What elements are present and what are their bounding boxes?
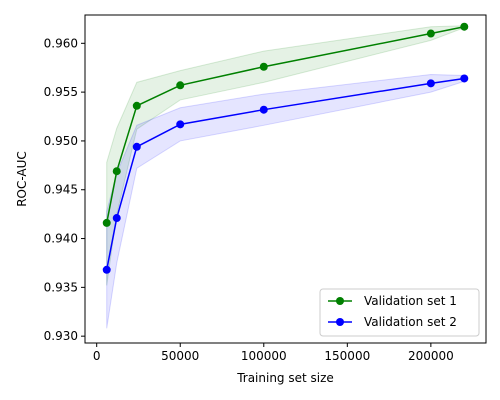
point-series-2-3 — [132, 142, 141, 151]
y-tick-label-5: 0.955 — [44, 85, 78, 99]
x-tick-label-3: 150000 — [324, 349, 370, 363]
point-series-2-4 — [176, 120, 185, 129]
y-tick-label-4: 0.950 — [44, 134, 78, 148]
point-series-1-7 — [460, 22, 469, 31]
point-series-2-2 — [112, 214, 121, 223]
y-tick-label-0: 0.930 — [44, 329, 78, 343]
point-series-1-4 — [176, 81, 185, 90]
x-axis-label: Training set size — [236, 371, 334, 385]
legend: Validation set 1 Validation set 2 — [319, 288, 480, 337]
y-tick-label-2: 0.940 — [44, 232, 78, 246]
y-axis-label: ROC-AUC — [15, 151, 29, 207]
x-tick-label-4: 200000 — [408, 349, 454, 363]
y-tick-label-6: 0.960 — [44, 36, 78, 50]
legend-box — [319, 288, 480, 337]
confidence-bands — [106, 25, 465, 329]
point-series-1-5 — [259, 62, 268, 71]
y-tick-label-1: 0.935 — [44, 280, 78, 294]
point-series-1-3 — [132, 101, 141, 110]
x-tick-label-1: 50000 — [161, 349, 199, 363]
point-series-2-7 — [460, 74, 469, 83]
point-series-2-1 — [102, 265, 111, 274]
legend-label-2: Validation set 2 — [364, 315, 457, 329]
band-series-1 — [106, 25, 465, 286]
point-series-2-5 — [259, 105, 268, 114]
plot-frame — [84, 14, 487, 344]
point-series-1-6 — [426, 29, 435, 38]
series-points — [102, 22, 469, 274]
x-tick-label-0: 0 — [93, 349, 101, 363]
x-axis-ticks: 0 50000 100000 150000 200000 — [93, 343, 454, 363]
legend-label-1: Validation set 1 — [364, 294, 457, 308]
point-series-2-6 — [426, 79, 435, 88]
point-series-1-1 — [102, 218, 111, 227]
x-tick-label-2: 100000 — [241, 349, 287, 363]
y-tick-label-3: 0.945 — [44, 183, 78, 197]
legend-marker-1 — [336, 297, 344, 305]
y-axis-ticks: 0.930 0.935 0.940 0.945 0.950 0.955 0.960 — [44, 36, 85, 343]
point-series-1-2 — [112, 167, 121, 176]
legend-marker-2 — [336, 318, 344, 326]
